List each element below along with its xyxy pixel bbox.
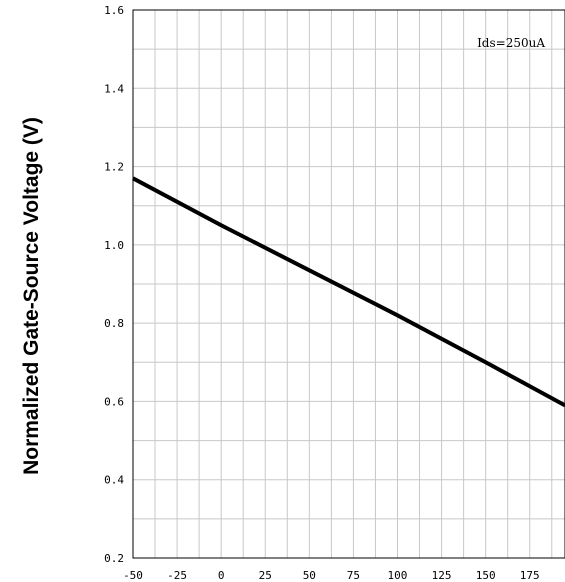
y-tick-labels: 0.2 0.4 0.6 0.8 1.0 1.2 1.4 1.6 <box>104 4 124 565</box>
annotation-ids: Ids=250uA <box>477 36 545 50</box>
x-tick-label: 100 <box>388 569 408 582</box>
x-tick-label: 125 <box>432 569 452 582</box>
series-group <box>132 176 565 408</box>
x-tick-label: -50 <box>123 569 143 582</box>
x-tick-label: 0 <box>218 569 225 582</box>
y-tick-label: 0.8 <box>104 317 124 330</box>
grid <box>133 10 565 558</box>
y-axis-label: Normalized Gate-Source Voltage (V) <box>20 117 43 475</box>
y-tick-label: 1.4 <box>104 82 124 95</box>
x-tick-label: 75 <box>347 569 360 582</box>
x-tick-label: 50 <box>303 569 316 582</box>
y-tick-label: 1.0 <box>104 239 124 252</box>
x-tick-label: -25 <box>167 569 187 582</box>
y-tick-label: 0.2 <box>104 552 124 565</box>
series-line <box>132 176 565 408</box>
x-tick-label: 25 <box>259 569 272 582</box>
y-tick-label: 0.6 <box>104 395 124 408</box>
y-tick-label: 1.2 <box>104 161 124 174</box>
x-tick-label: 150 <box>476 569 496 582</box>
plot-frame <box>132 9 565 559</box>
x-tick-labels: -50 -25 0 25 50 75 100 125 150 175 <box>123 569 540 582</box>
y-tick-label: 1.6 <box>104 4 124 17</box>
y-tick-label: 0.4 <box>104 474 124 487</box>
x-tick-label: 175 <box>520 569 540 582</box>
